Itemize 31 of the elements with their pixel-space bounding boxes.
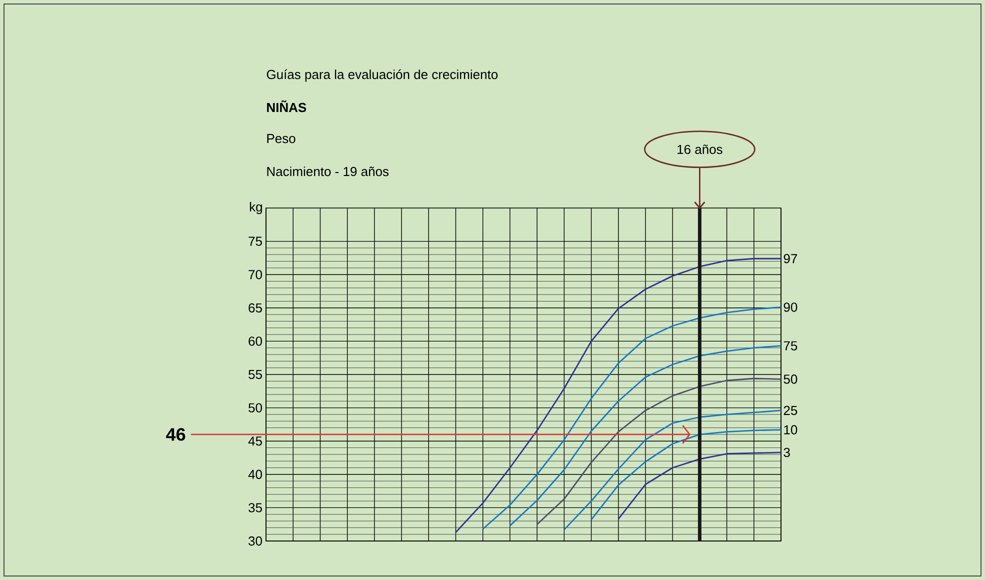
- ref-line-label: 46: [166, 428, 186, 441]
- y-tick-label: 70: [248, 270, 262, 280]
- y-tick-label: 50: [248, 403, 262, 412]
- line-series: [618, 452, 782, 520]
- series-label: 97: [784, 254, 798, 264]
- series-label: 10: [784, 425, 798, 434]
- y-tick-label: 65: [248, 303, 262, 312]
- y-tick-label: 40: [248, 470, 262, 479]
- text: 16 años: [678, 144, 722, 154]
- y-tick-label: 35: [248, 503, 262, 512]
- text: Peso: [267, 134, 296, 144]
- series-label: 50: [784, 374, 798, 384]
- y-tick-label: 55: [248, 370, 262, 380]
- chart-subtitle: NIÑAS: [267, 100, 306, 112]
- y-tick-label: 60: [248, 336, 262, 346]
- y-tick-label: 45: [248, 436, 262, 446]
- line-series: [563, 410, 782, 530]
- text: Nacimiento - 19 años: [267, 166, 389, 176]
- line-series: [590, 429, 782, 520]
- y-tick-label: 75: [248, 236, 262, 246]
- y-axis-title: kg: [250, 202, 262, 214]
- line-series: [509, 345, 782, 526]
- series-label: 3: [784, 448, 790, 458]
- line-series: [536, 378, 782, 526]
- series-label: 75: [784, 341, 798, 350]
- line-series: [455, 258, 782, 534]
- line-series: [482, 306, 782, 530]
- series-label: 25: [784, 406, 798, 416]
- chart-title: Guías para la evaluación de crecimiento: [266, 69, 498, 82]
- y-tick-label: 30: [248, 536, 262, 546]
- series-label: 90: [784, 302, 798, 312]
